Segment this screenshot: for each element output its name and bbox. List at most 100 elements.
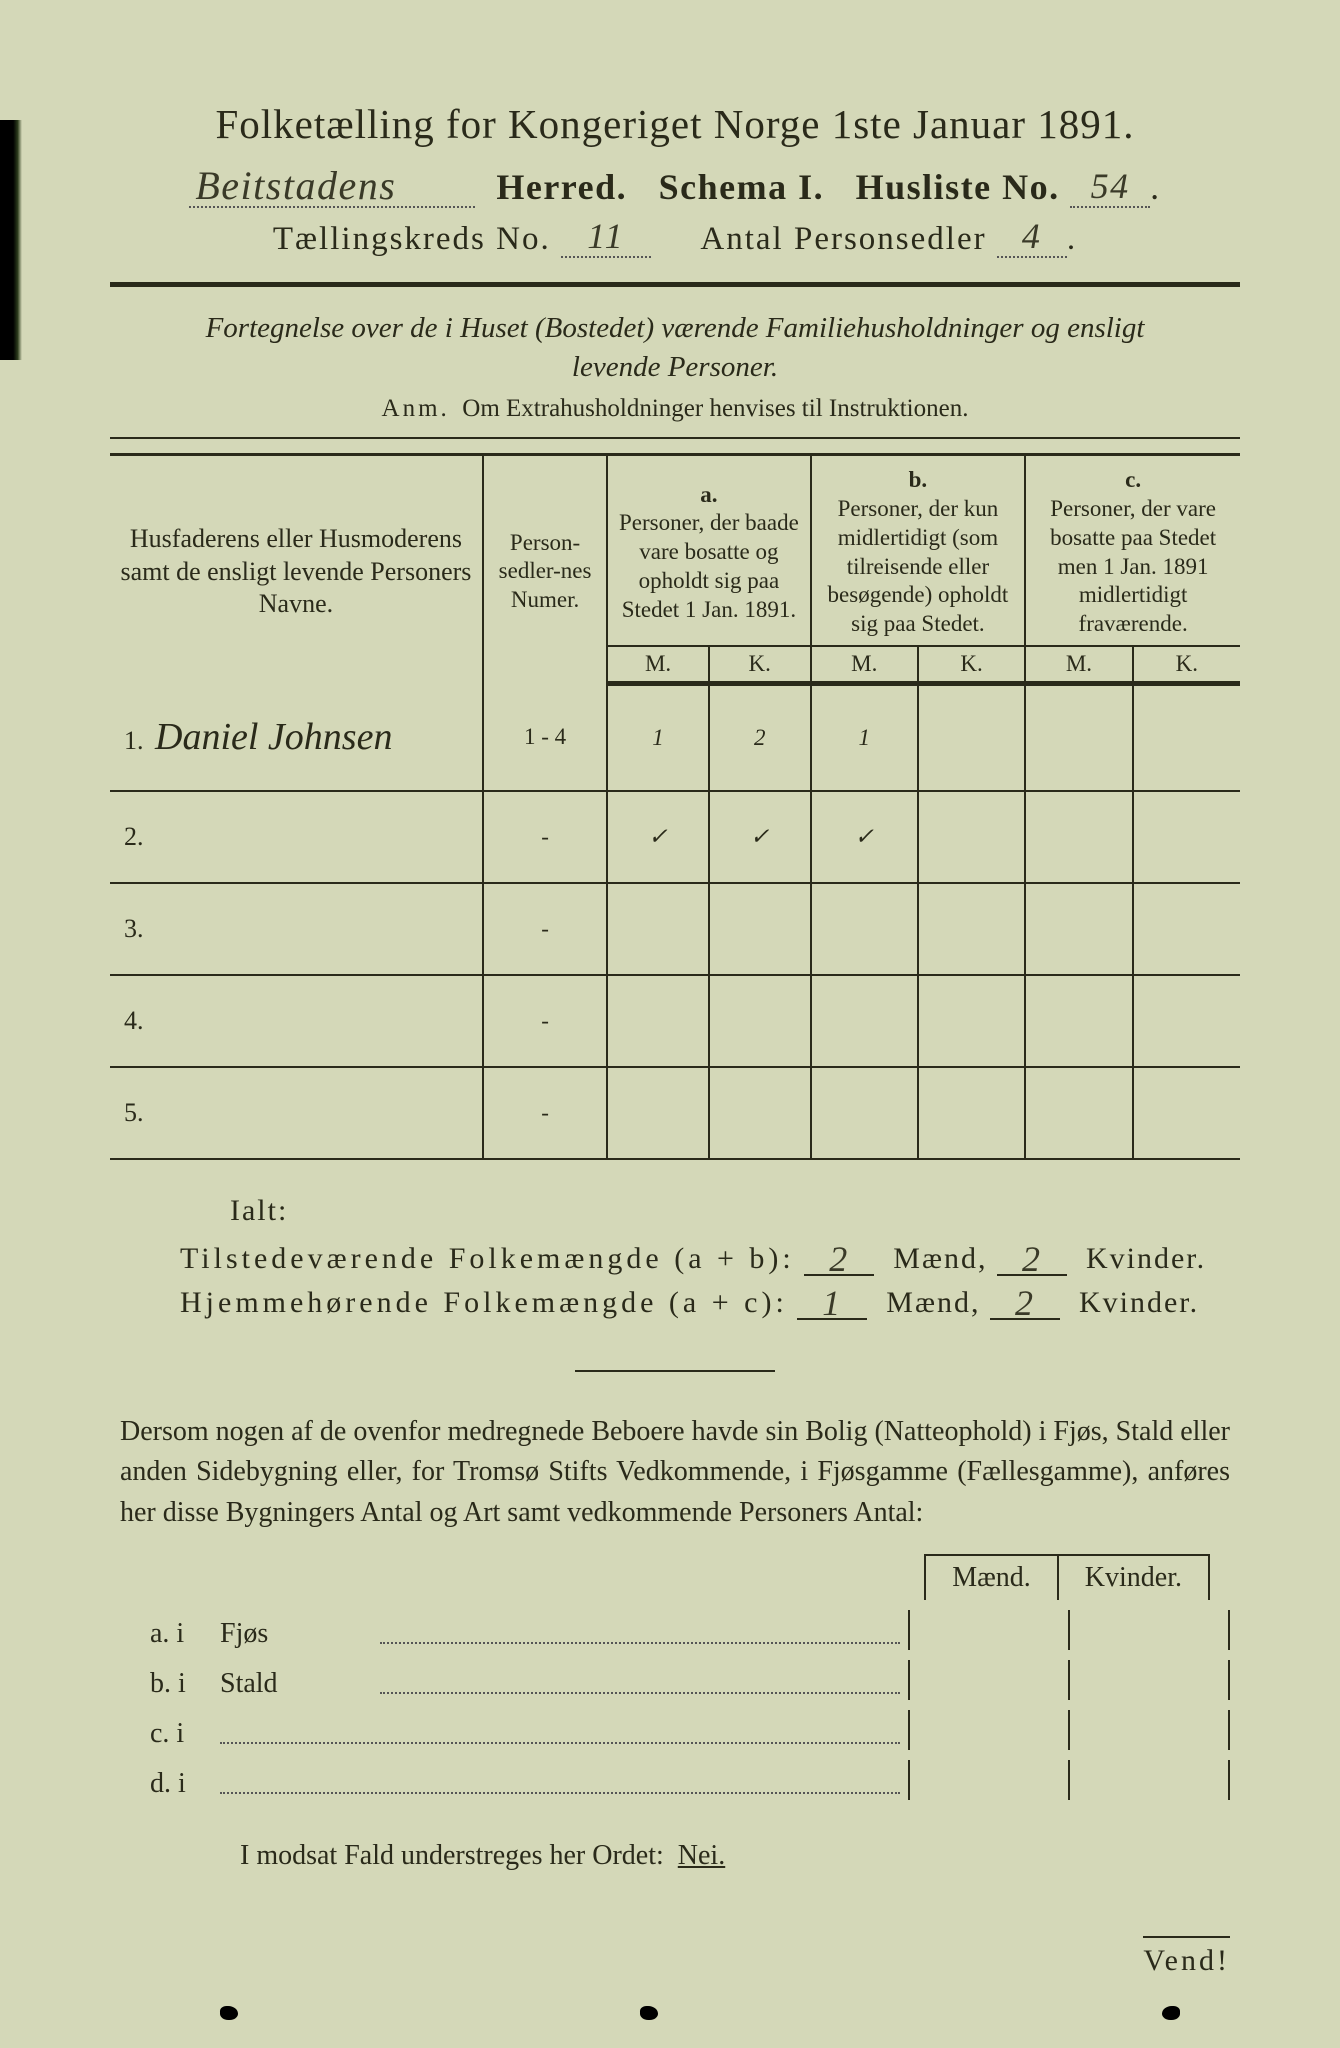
modsat-line: I modsat Fald understreges her Ordet: Ne… bbox=[240, 1840, 1240, 1872]
list-cells bbox=[908, 1610, 1230, 1650]
list-d-label: d. i bbox=[150, 1768, 220, 1800]
list-cells bbox=[908, 1660, 1230, 1700]
col-a-k: K. bbox=[709, 646, 811, 684]
cell-c-k bbox=[1133, 683, 1240, 791]
total-2-m: 1 bbox=[797, 1282, 867, 1320]
desc-line-2: levende Personer. bbox=[572, 351, 778, 383]
col-a: a.Personer, der baade vare bosatte og op… bbox=[607, 455, 810, 646]
col-numer: Person-sedler-nes Numer. bbox=[483, 455, 607, 684]
row-name: Daniel Johnsen bbox=[155, 716, 392, 758]
cell-c-m bbox=[1025, 1067, 1132, 1159]
row-numer: - bbox=[483, 883, 607, 975]
rule-mid bbox=[575, 1370, 775, 1372]
cell-c-k bbox=[1133, 1067, 1240, 1159]
anm-text: Om Extrahusholdninger henvises til Instr… bbox=[462, 395, 968, 422]
dotted-line bbox=[220, 1772, 900, 1794]
total-2-k: 2 bbox=[990, 1282, 1060, 1320]
instructions-paragraph: Dersom nogen af de ovenfor medregnede Be… bbox=[120, 1412, 1230, 1534]
cell-b-k bbox=[918, 883, 1025, 975]
rule-1 bbox=[110, 282, 1240, 287]
tear-mark bbox=[1162, 2006, 1180, 2020]
table-row: 2. - ✓ ✓ ✓ bbox=[110, 791, 1240, 883]
desc-line-1: Fortegnelse over de i Huset (Bostedet) v… bbox=[206, 312, 1145, 344]
col-b-m: M. bbox=[811, 646, 918, 684]
total-2-label: Hjemmehørende Folkemængde (a + c): bbox=[180, 1286, 788, 1319]
row-numer: - bbox=[483, 1067, 607, 1159]
maend-label: Mænd, bbox=[893, 1242, 987, 1275]
antal-label: Antal Personsedler bbox=[700, 221, 986, 257]
cell-a-k bbox=[709, 1067, 811, 1159]
cell-c-m bbox=[1025, 791, 1132, 883]
rule-2 bbox=[110, 437, 1240, 439]
mk-k: Kvinder. bbox=[1057, 1554, 1210, 1600]
list-b-label: b. i bbox=[150, 1668, 220, 1700]
list-cells bbox=[908, 1760, 1230, 1800]
description: Fortegnelse over de i Huset (Bostedet) v… bbox=[110, 309, 1240, 387]
table-row: 5. - bbox=[110, 1067, 1240, 1159]
cell-b-k bbox=[918, 975, 1025, 1067]
anm-note: Anm. Om Extrahusholdninger henvises til … bbox=[110, 395, 1240, 423]
list-row-a: a. i Fjøs bbox=[150, 1610, 1230, 1650]
total-1-label: Tilstedeværende Folkemængde (a + b): bbox=[180, 1242, 795, 1275]
cell-b-k bbox=[918, 1067, 1025, 1159]
herred-label: Herred. bbox=[496, 167, 627, 207]
cell-b-m: 1 bbox=[811, 683, 918, 791]
row-num: 5. bbox=[124, 1098, 148, 1128]
row-numer: - bbox=[483, 791, 607, 883]
row-num: 1. bbox=[124, 726, 148, 756]
cell-b-m bbox=[811, 883, 918, 975]
cell-a-k: 2 bbox=[709, 683, 811, 791]
tear-mark bbox=[220, 2006, 238, 2020]
total-1-m: 2 bbox=[804, 1238, 874, 1276]
cell-c-m bbox=[1025, 975, 1132, 1067]
col-c-m: M. bbox=[1025, 646, 1132, 684]
main-table: Husfaderens eller Husmoderens samt de en… bbox=[110, 453, 1240, 1160]
film-edge-artifact bbox=[0, 120, 22, 360]
list-a-text: Fjøs bbox=[220, 1618, 380, 1650]
kreds-no-field: 11 bbox=[561, 218, 651, 258]
cell-a-m bbox=[607, 975, 709, 1067]
cell-c-k bbox=[1133, 975, 1240, 1067]
antal-no-field: 4 bbox=[997, 218, 1067, 258]
modsat-text: I modsat Fald understreges her Ordet: bbox=[240, 1840, 664, 1871]
herred-field: Beitstadens bbox=[189, 168, 475, 208]
cell-b-k bbox=[918, 791, 1025, 883]
cell-a-m: ✓ bbox=[607, 791, 709, 883]
tear-mark bbox=[640, 2006, 658, 2020]
col-b: b.Personer, der kun midlertidigt (som ti… bbox=[811, 455, 1026, 646]
dotted-line bbox=[380, 1622, 900, 1644]
row-num: 2. bbox=[124, 822, 148, 852]
vend-label: Vend! bbox=[1143, 1936, 1230, 1978]
cell-b-m bbox=[811, 975, 918, 1067]
col-b-k: K. bbox=[918, 646, 1025, 684]
husliste-no-field: 54 bbox=[1070, 168, 1150, 208]
table-row: 4. - bbox=[110, 975, 1240, 1067]
list-b-text: Stald bbox=[220, 1668, 380, 1700]
col-c-k: K. bbox=[1133, 646, 1240, 684]
schema-label: Schema I. bbox=[659, 167, 825, 207]
cell-c-m bbox=[1025, 883, 1132, 975]
header-line-1: Beitstadens Herred. Schema I. Husliste N… bbox=[110, 166, 1240, 208]
mk-m: Mænd. bbox=[924, 1554, 1057, 1600]
row-num: 4. bbox=[124, 1006, 148, 1036]
cell-b-m: ✓ bbox=[811, 791, 918, 883]
cell-a-k: ✓ bbox=[709, 791, 811, 883]
cell-a-k bbox=[709, 883, 811, 975]
building-list: a. i Fjøs b. i Stald c. i d. i bbox=[150, 1610, 1230, 1800]
row-numer: - bbox=[483, 975, 607, 1067]
list-row-b: b. i Stald bbox=[150, 1660, 1230, 1700]
mk-header: Mænd. Kvinder. bbox=[110, 1554, 1210, 1600]
total-1-k: 2 bbox=[997, 1238, 1067, 1276]
census-form-page: Folketælling for Kongeriget Norge 1ste J… bbox=[0, 0, 1340, 2048]
list-a-label: a. i bbox=[150, 1618, 220, 1650]
cell-c-k bbox=[1133, 791, 1240, 883]
cell-b-k bbox=[918, 683, 1025, 791]
nei-word: Nei. bbox=[678, 1840, 725, 1871]
list-c-label: c. i bbox=[150, 1718, 220, 1750]
total-line-1: Tilstedeværende Folkemængde (a + b): 2 M… bbox=[180, 1238, 1240, 1276]
kvinder-label: Kvinder. bbox=[1086, 1242, 1206, 1275]
cell-a-m bbox=[607, 883, 709, 975]
col-c: c.Personer, der vare bosatte paa Stedet … bbox=[1025, 455, 1240, 646]
table-row: 1. Daniel Johnsen 1 - 4 1 2 1 bbox=[110, 683, 1240, 791]
cell-a-k bbox=[709, 975, 811, 1067]
